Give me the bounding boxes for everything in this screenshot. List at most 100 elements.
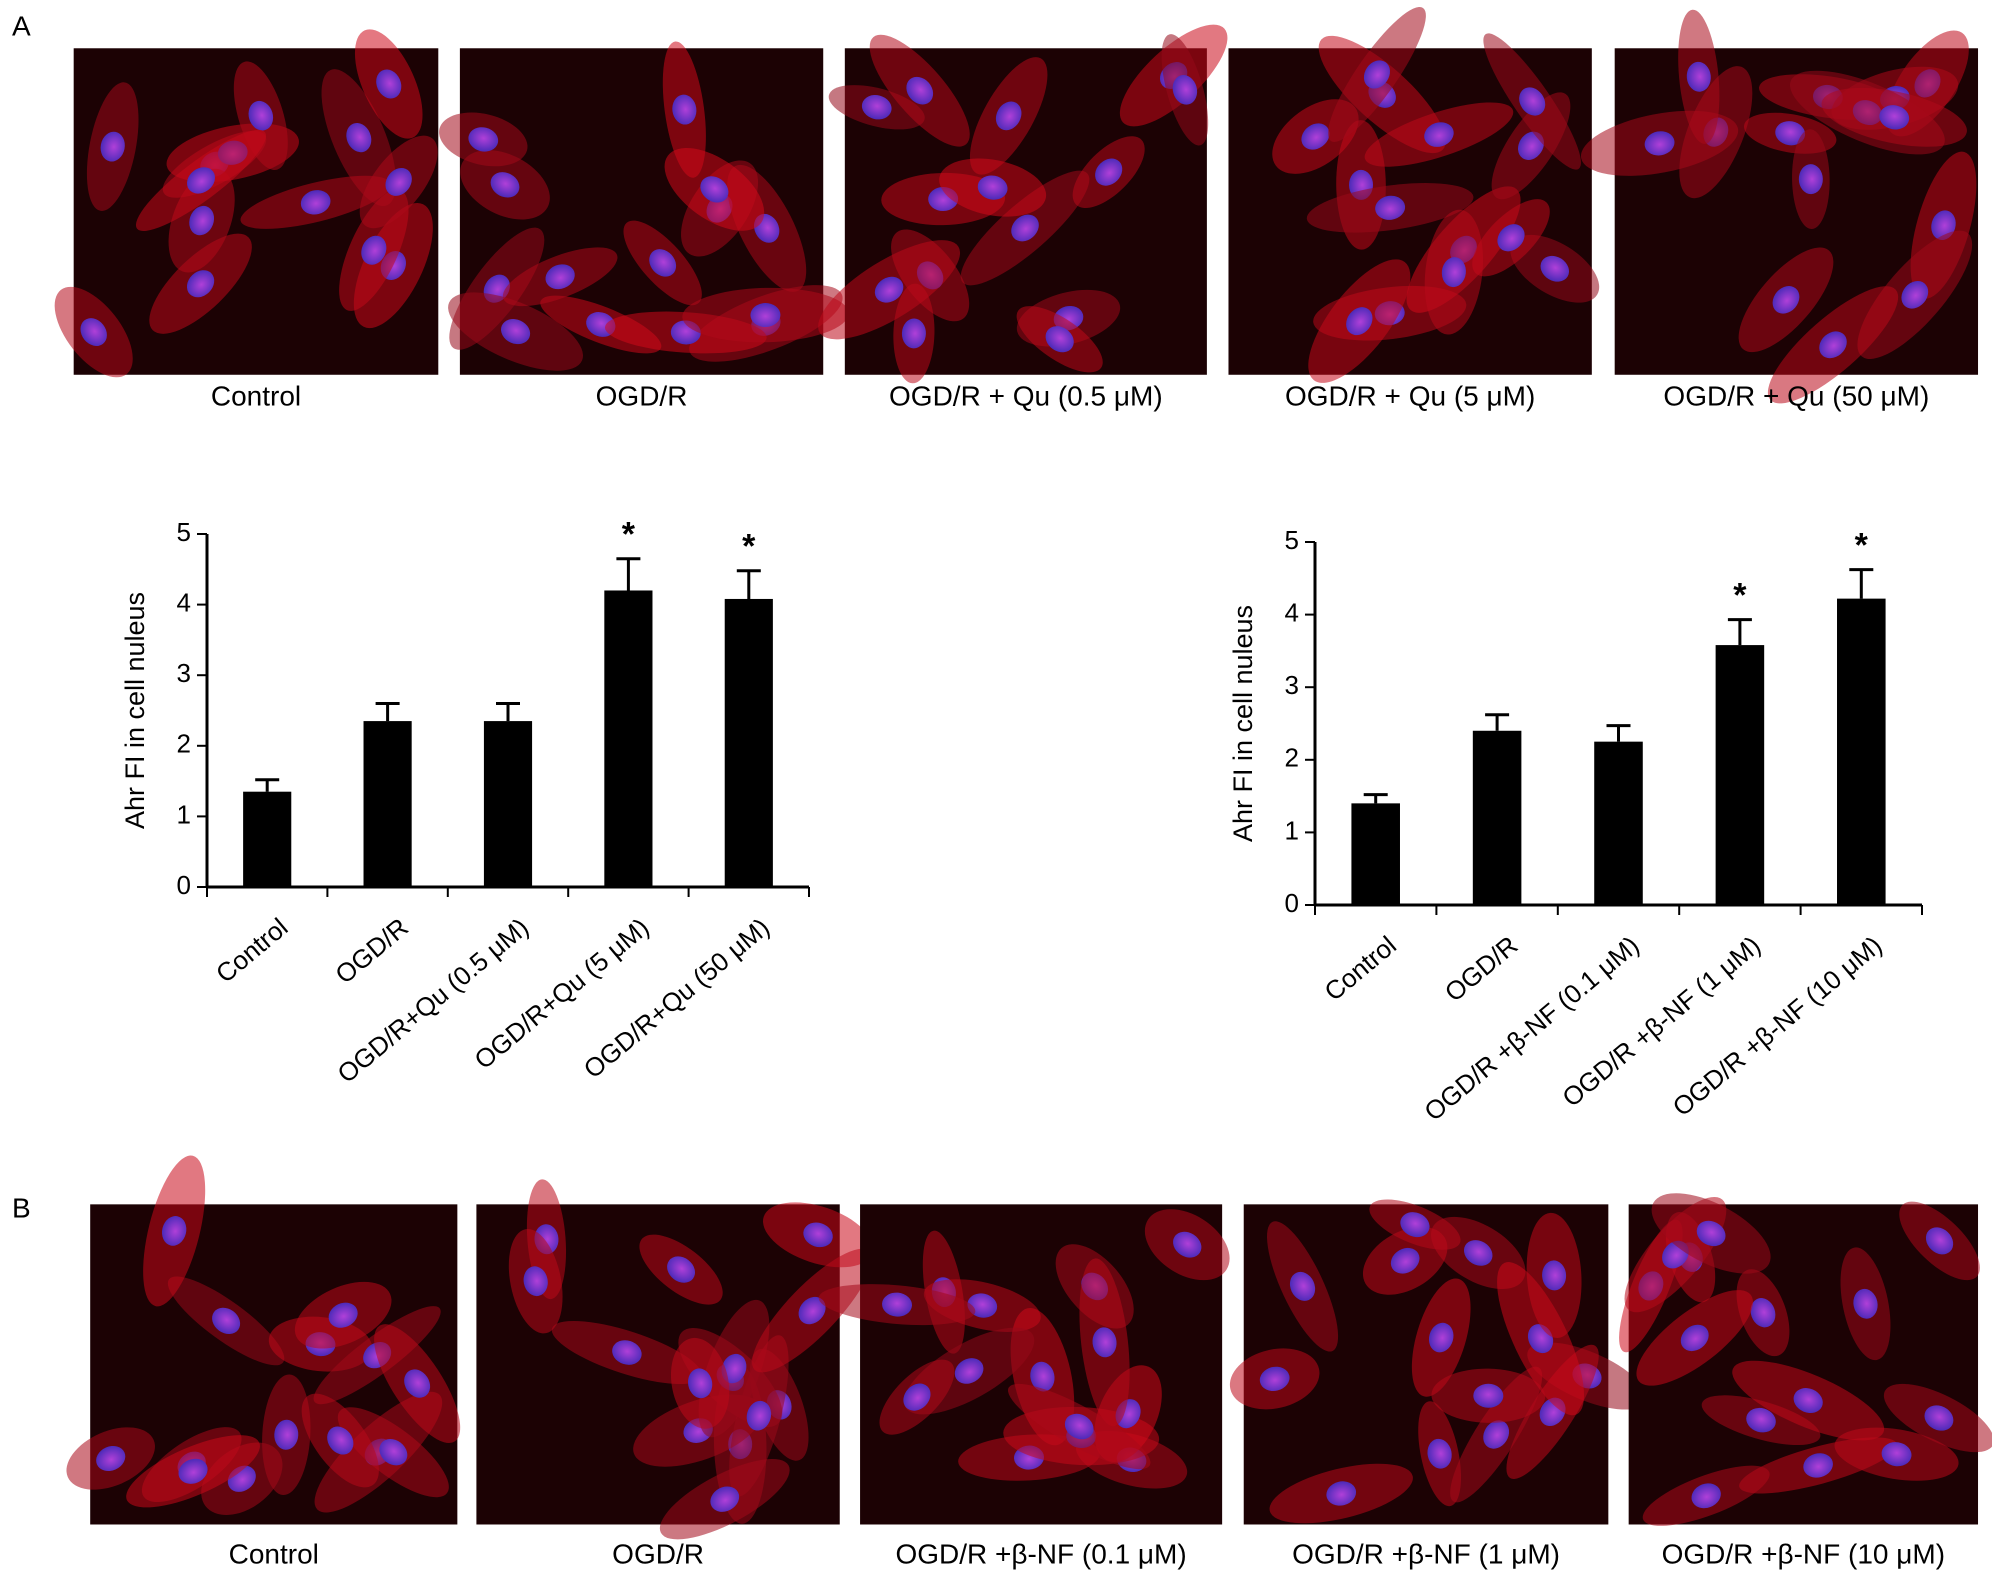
cell-nucleus [274, 1419, 299, 1450]
cell-nucleus [1463, 1240, 1493, 1266]
x-tick-label: OGD/R +β-NF (10 μM) [1667, 930, 1888, 1122]
cell-nucleus [1427, 1438, 1452, 1469]
cell-nucleus [1803, 1453, 1833, 1478]
cell-nucleus [1326, 1481, 1357, 1506]
cell-nucleus [1259, 1366, 1290, 1392]
cell-nucleus [1540, 255, 1570, 282]
error-bar [1727, 618, 1752, 646]
micrograph [1580, 9, 1979, 404]
cell-nucleus [545, 264, 575, 290]
cell-nucleus [327, 1426, 354, 1455]
image-caption: OGD/R + Qu (5 μM) [1285, 380, 1535, 411]
cell-nucleus [1424, 122, 1454, 147]
cell-nucleus [1750, 1297, 1776, 1328]
cell-nucleus [1901, 280, 1929, 309]
cell-nucleus [977, 175, 1008, 200]
image-caption: OGD/R +β-NF (10 μM) [1662, 1538, 1945, 1569]
cell-nucleus [1542, 1260, 1567, 1291]
cell-nucleus [1925, 1227, 1954, 1255]
cell-nucleus [861, 95, 892, 120]
cell-nucleus [1746, 1407, 1776, 1433]
image-caption: Control [211, 380, 301, 411]
cell-nucleus [649, 249, 677, 277]
bar [243, 791, 292, 887]
cell-nucleus [385, 167, 412, 196]
cell-nucleus [80, 318, 107, 347]
bar [363, 721, 412, 887]
cell-nucleus [376, 69, 402, 99]
cell-nucleus [1680, 1324, 1709, 1352]
cell-nucleus [346, 123, 372, 153]
cell-nucleus [100, 131, 125, 162]
cell-nucleus [189, 205, 215, 236]
image-caption: OGD/R [612, 1538, 704, 1569]
cell-nucleus [404, 1369, 431, 1398]
y-tick-label: 1 [1285, 815, 1299, 845]
cell-nucleus [1473, 1383, 1504, 1408]
bar [724, 598, 773, 887]
cell-nucleus [1497, 224, 1525, 252]
cell-nucleus [186, 270, 215, 298]
bar [1594, 741, 1643, 905]
cell-nucleus [1095, 158, 1123, 186]
x-tick-label: Control [210, 912, 293, 989]
cell-nucleus [667, 1256, 696, 1283]
micrograph [1229, 1199, 1647, 1525]
micrograph [476, 1179, 874, 1540]
cell-nucleus [1696, 1220, 1726, 1247]
cell-nucleus [954, 1358, 984, 1384]
cell-nucleus [746, 1400, 772, 1431]
bar [604, 590, 653, 887]
cell-nucleus [187, 167, 215, 194]
cell-nucleus [1011, 214, 1039, 242]
cell-nucleus [96, 1445, 126, 1472]
cell-nucleus [523, 1266, 548, 1297]
x-tick-label: OGD/R [329, 912, 414, 990]
y-tick-label: 3 [177, 658, 191, 688]
cell-nucleus [468, 127, 499, 152]
image-caption: OGD/R + Qu (0.5 μM) [889, 380, 1163, 411]
cell-nucleus [1030, 1361, 1055, 1392]
cell-nucleus [1798, 164, 1823, 195]
cell-nucleus [1691, 1483, 1721, 1509]
cell-nucleus [1793, 1388, 1823, 1414]
cell-nucleus [1924, 1405, 1954, 1431]
cell-nucleus [1853, 1288, 1878, 1319]
error-bar [1849, 568, 1874, 599]
cell-nucleus [903, 1383, 931, 1411]
image-caption: OGD/R + Qu (50 μM) [1663, 380, 1929, 411]
cell-nucleus [1375, 195, 1406, 220]
error-bar [1363, 793, 1388, 804]
cell-nucleus [688, 1368, 713, 1399]
cell-nucleus [1879, 105, 1910, 130]
cell-nucleus [612, 1340, 642, 1365]
cell-nucleus [361, 235, 387, 265]
cell-nucleus [1400, 1212, 1430, 1238]
panel-label: A [12, 10, 31, 41]
cell-nucleus [901, 318, 926, 349]
cell-nucleus [874, 276, 904, 303]
bar [1472, 730, 1522, 905]
cell-nucleus [1519, 87, 1546, 116]
cell-nucleus [248, 100, 274, 131]
cell-nucleus [710, 1486, 740, 1512]
y-tick-label: 4 [1285, 597, 1299, 627]
cell-nucleus [882, 1292, 913, 1317]
cell-nucleus [1686, 61, 1711, 92]
y-axis-label: Ahr FI in cell nuleus [120, 592, 150, 829]
image-caption: OGD/R +β-NF (0.1 μM) [895, 1538, 1186, 1569]
bar [483, 721, 533, 887]
significance-mark: * [1733, 577, 1747, 615]
micrograph [66, 1155, 461, 1525]
cell-nucleus [1064, 1413, 1094, 1440]
cell-nucleus [1173, 1231, 1202, 1258]
error-bar [375, 701, 400, 722]
cell-nucleus [212, 1307, 241, 1335]
cell-nucleus [500, 319, 531, 345]
cell-nucleus [161, 1216, 187, 1246]
error-bar [1485, 713, 1510, 731]
cell-nucleus [1289, 1271, 1316, 1301]
cell-nucleus [1772, 286, 1800, 314]
y-tick-label: 2 [177, 729, 191, 759]
